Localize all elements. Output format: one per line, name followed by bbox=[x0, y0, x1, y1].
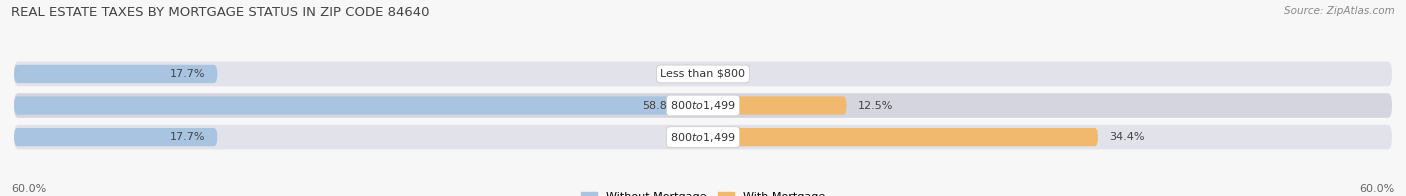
Legend: Without Mortgage, With Mortgage: Without Mortgage, With Mortgage bbox=[576, 187, 830, 196]
Text: Source: ZipAtlas.com: Source: ZipAtlas.com bbox=[1284, 6, 1395, 16]
Text: $800 to $1,499: $800 to $1,499 bbox=[671, 131, 735, 144]
FancyBboxPatch shape bbox=[14, 128, 218, 146]
Text: 60.0%: 60.0% bbox=[1360, 184, 1395, 194]
FancyBboxPatch shape bbox=[14, 125, 1392, 149]
Text: REAL ESTATE TAXES BY MORTGAGE STATUS IN ZIP CODE 84640: REAL ESTATE TAXES BY MORTGAGE STATUS IN … bbox=[11, 6, 430, 19]
FancyBboxPatch shape bbox=[14, 96, 689, 115]
Text: 12.5%: 12.5% bbox=[858, 101, 893, 111]
FancyBboxPatch shape bbox=[14, 93, 1392, 118]
FancyBboxPatch shape bbox=[14, 62, 1392, 86]
FancyBboxPatch shape bbox=[703, 96, 846, 115]
Text: 58.8%: 58.8% bbox=[643, 101, 678, 111]
Text: 17.7%: 17.7% bbox=[170, 69, 205, 79]
Text: 0.0%: 0.0% bbox=[714, 69, 742, 79]
Text: Less than $800: Less than $800 bbox=[661, 69, 745, 79]
Text: 17.7%: 17.7% bbox=[170, 132, 205, 142]
FancyBboxPatch shape bbox=[14, 65, 218, 83]
Text: 34.4%: 34.4% bbox=[1109, 132, 1144, 142]
Text: $800 to $1,499: $800 to $1,499 bbox=[671, 99, 735, 112]
Text: 60.0%: 60.0% bbox=[11, 184, 46, 194]
FancyBboxPatch shape bbox=[703, 128, 1098, 146]
